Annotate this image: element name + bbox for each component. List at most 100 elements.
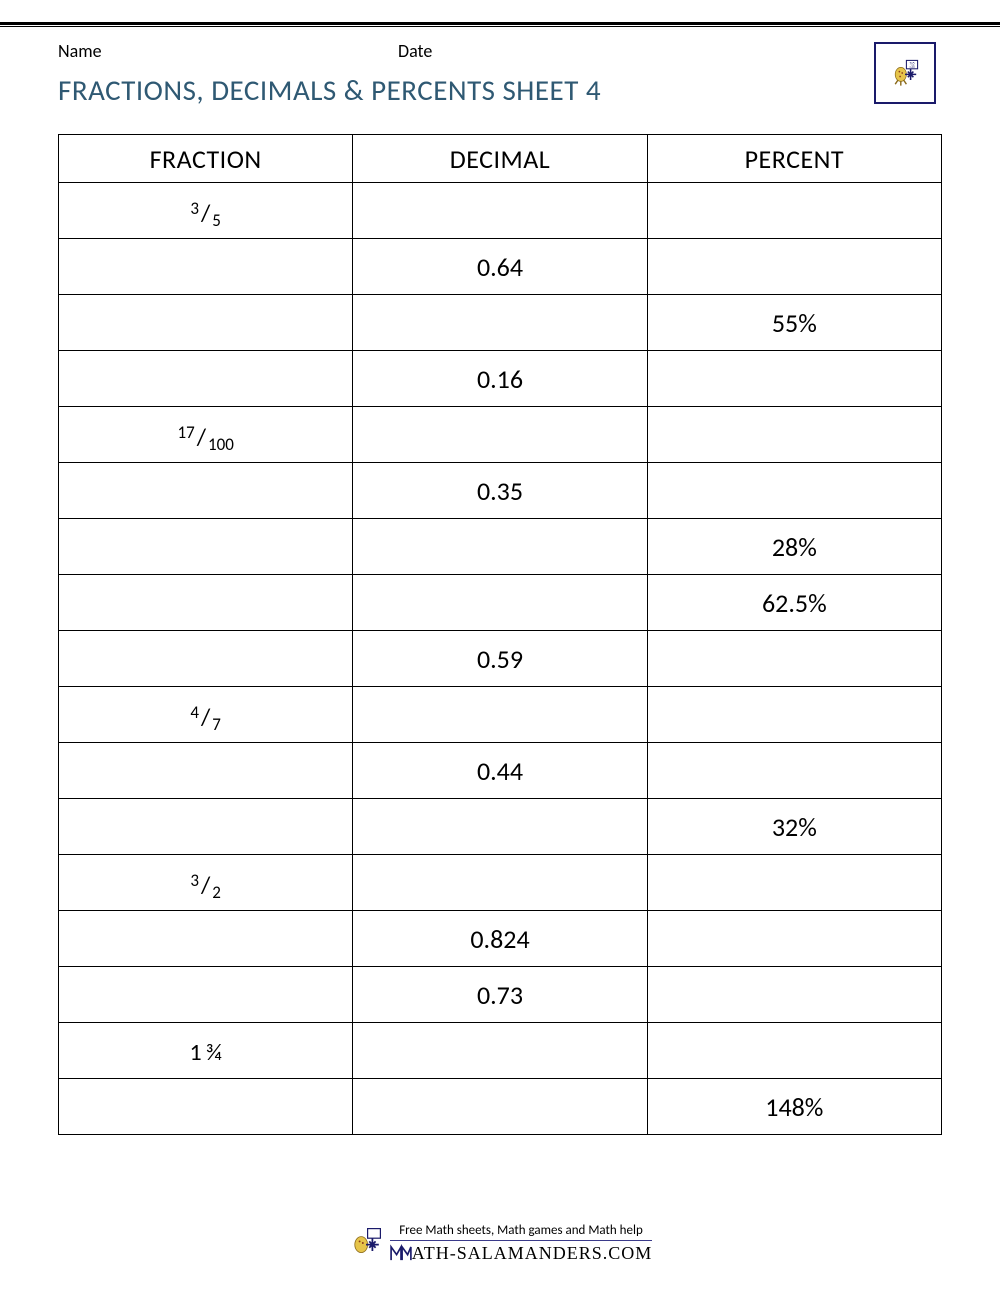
fraction-denominator: 2 — [212, 884, 221, 901]
percent-cell: 62.5% — [647, 575, 941, 631]
percent-cell — [647, 911, 941, 967]
decimal-cell — [353, 1079, 647, 1135]
fraction-cell: 3/2 — [59, 855, 353, 911]
fraction-cell: 3/5 — [59, 183, 353, 239]
percent-cell — [647, 463, 941, 519]
percent-cell — [647, 967, 941, 1023]
page-top-border — [0, 22, 1000, 27]
table-row: 3/5 — [59, 183, 942, 239]
col-header-decimal: DECIMAL — [353, 135, 647, 183]
percent-cell — [647, 1023, 941, 1079]
decimal-cell: 0.44 — [353, 743, 647, 799]
percent-cell — [647, 855, 941, 911]
decimal-cell: 0.35 — [353, 463, 647, 519]
fraction-denominator: 7 — [212, 716, 221, 733]
fraction-cell: 4/7 — [59, 687, 353, 743]
decimal-cell — [353, 575, 647, 631]
table-row: 0.824 — [59, 911, 942, 967]
fraction-cell — [59, 575, 353, 631]
percent-cell — [647, 687, 941, 743]
footer-url-text: ATH-SALAMANDERS.COM — [412, 1243, 653, 1263]
fraction-cell — [59, 911, 353, 967]
fraction-slash: / — [201, 874, 210, 898]
table-header-row: FRACTION DECIMAL PERCENT — [59, 135, 942, 183]
fraction-value: 17/100 — [177, 426, 233, 450]
table-row: 32% — [59, 799, 942, 855]
fraction-slash: / — [201, 706, 210, 730]
footer-tagline: Free Math sheets, Math games and Math he… — [390, 1223, 653, 1241]
percent-cell: 55% — [647, 295, 941, 351]
percent-cell — [647, 183, 941, 239]
decimal-cell — [353, 687, 647, 743]
decimal-cell: 0.16 — [353, 351, 647, 407]
fraction-cell — [59, 519, 353, 575]
percent-cell: 32% — [647, 799, 941, 855]
fraction-value: 3/2 — [190, 874, 221, 898]
mixed-whole: 1 — [189, 1038, 201, 1067]
table-row: 0.59 — [59, 631, 942, 687]
table-row: 3/2 — [59, 855, 942, 911]
fraction-cell: 1¾ — [59, 1023, 353, 1079]
footer-url: ATH-SALAMANDERS.COM — [390, 1243, 653, 1264]
fraction-cell — [59, 463, 353, 519]
col-header-fraction: FRACTION — [59, 135, 353, 183]
footer-salamander-icon — [348, 1227, 384, 1259]
decimal-cell: 0.73 — [353, 967, 647, 1023]
fraction-numerator: 17 — [177, 424, 194, 441]
decimal-cell — [353, 183, 647, 239]
table-row: 0.44 — [59, 743, 942, 799]
fraction-value: 3/5 — [190, 202, 221, 226]
fraction-denominator: 5 — [212, 212, 221, 229]
fraction-cell — [59, 351, 353, 407]
fraction-denominator: 100 — [208, 436, 234, 453]
table-row: 0.16 — [59, 351, 942, 407]
decimal-cell — [353, 855, 647, 911]
header-row: Name Date — [58, 40, 942, 62]
date-label: Date — [398, 40, 942, 62]
decimal-cell — [353, 295, 647, 351]
fraction-cell — [59, 967, 353, 1023]
percent-cell: 28% — [647, 519, 941, 575]
footer-m-icon — [390, 1244, 412, 1262]
col-header-percent: PERCENT — [647, 135, 941, 183]
table-row: 0.35 — [59, 463, 942, 519]
mixed-fraction-value: 1¾ — [189, 1038, 221, 1067]
worksheet-page: Name Date FRACTIONS, DECIMALS & PERCENTS… — [58, 40, 942, 1135]
fraction-cell — [59, 631, 353, 687]
fraction-cell — [59, 295, 353, 351]
percent-cell: 148% — [647, 1079, 941, 1135]
table-row: 17/100 — [59, 407, 942, 463]
decimal-cell — [353, 407, 647, 463]
decimal-cell — [353, 519, 647, 575]
table-row: 148% — [59, 1079, 942, 1135]
table-row: 55% — [59, 295, 942, 351]
fraction-cell: 17/100 — [59, 407, 353, 463]
table-row: 4/7 — [59, 687, 942, 743]
fraction-numerator: 3 — [190, 872, 199, 889]
decimal-cell: 0.59 — [353, 631, 647, 687]
table-row: 1¾ — [59, 1023, 942, 1079]
fraction-cell — [59, 239, 353, 295]
salamander-icon: 7x5 =35 — [891, 59, 919, 87]
table-row: 62.5% — [59, 575, 942, 631]
svg-text:=35: =35 — [909, 65, 915, 69]
name-label: Name — [58, 40, 398, 62]
fraction-cell — [59, 743, 353, 799]
table-row: 0.64 — [59, 239, 942, 295]
fraction-cell — [59, 799, 353, 855]
fraction-slash: / — [197, 426, 206, 450]
decimal-cell — [353, 1023, 647, 1079]
percent-cell — [647, 743, 941, 799]
fraction-numerator: 4 — [190, 704, 199, 721]
percent-cell — [647, 351, 941, 407]
fraction-cell — [59, 1079, 353, 1135]
fraction-slash: / — [201, 202, 210, 226]
mixed-frac: ¾ — [206, 1038, 222, 1067]
decimal-cell — [353, 799, 647, 855]
worksheet-title: FRACTIONS, DECIMALS & PERCENTS SHEET 4 — [58, 72, 942, 108]
table-row: 28% — [59, 519, 942, 575]
decimal-cell: 0.64 — [353, 239, 647, 295]
fraction-numerator: 3 — [190, 200, 199, 217]
worksheet-table: FRACTION DECIMAL PERCENT 3/50.6455%0.161… — [58, 134, 942, 1135]
fraction-value: 4/7 — [190, 706, 221, 730]
